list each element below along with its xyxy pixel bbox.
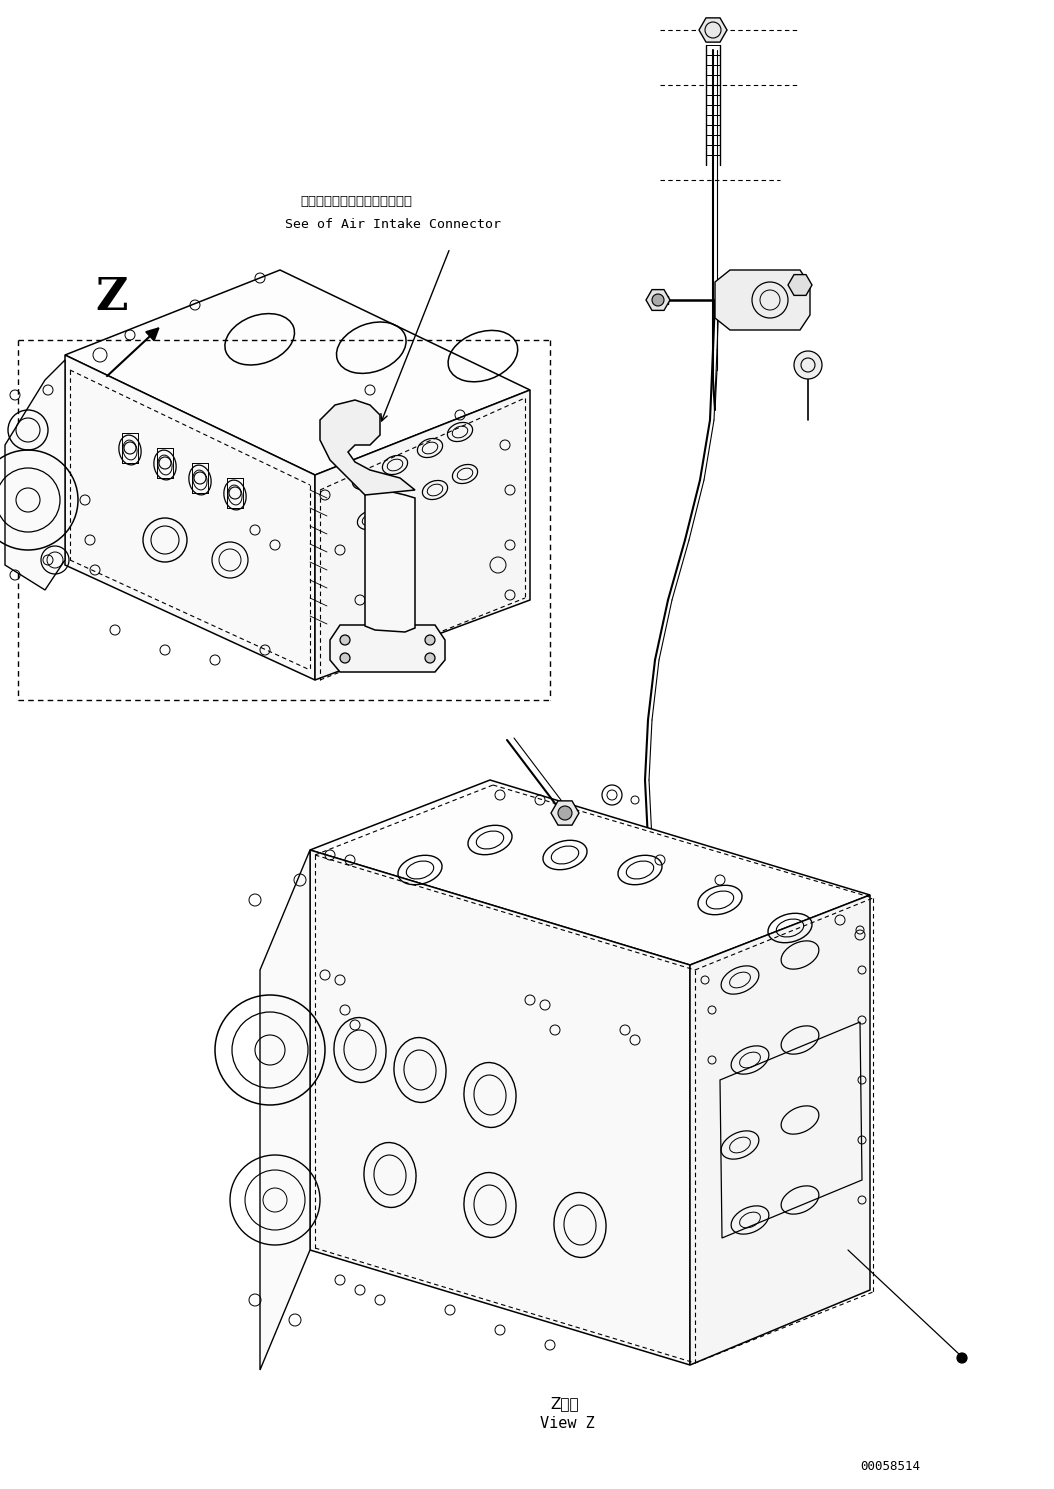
- Circle shape: [340, 634, 350, 645]
- Circle shape: [794, 351, 822, 380]
- Circle shape: [425, 634, 435, 645]
- Circle shape: [957, 1354, 967, 1362]
- Polygon shape: [715, 270, 811, 331]
- Text: 00058514: 00058514: [860, 1461, 920, 1473]
- Polygon shape: [65, 354, 315, 680]
- Polygon shape: [365, 488, 415, 631]
- Polygon shape: [310, 850, 690, 1365]
- Circle shape: [652, 293, 664, 307]
- Polygon shape: [260, 850, 310, 1370]
- Polygon shape: [315, 390, 530, 680]
- Polygon shape: [788, 274, 812, 295]
- Circle shape: [340, 654, 350, 663]
- Text: View Z: View Z: [540, 1416, 594, 1431]
- Polygon shape: [5, 360, 65, 590]
- Polygon shape: [320, 401, 415, 494]
- Polygon shape: [646, 289, 670, 310]
- Polygon shape: [330, 625, 445, 672]
- Text: エアーインテークコネクタ参照: エアーインテークコネクタ参照: [300, 195, 412, 208]
- Circle shape: [558, 806, 572, 820]
- Polygon shape: [551, 801, 579, 825]
- Text: Z: Z: [95, 275, 128, 319]
- Polygon shape: [690, 895, 870, 1365]
- Circle shape: [425, 654, 435, 663]
- Polygon shape: [65, 270, 530, 475]
- Text: Z　視: Z 視: [550, 1397, 579, 1412]
- Polygon shape: [310, 780, 870, 965]
- Text: See of Air Intake Connector: See of Air Intake Connector: [285, 217, 501, 231]
- Polygon shape: [699, 18, 727, 42]
